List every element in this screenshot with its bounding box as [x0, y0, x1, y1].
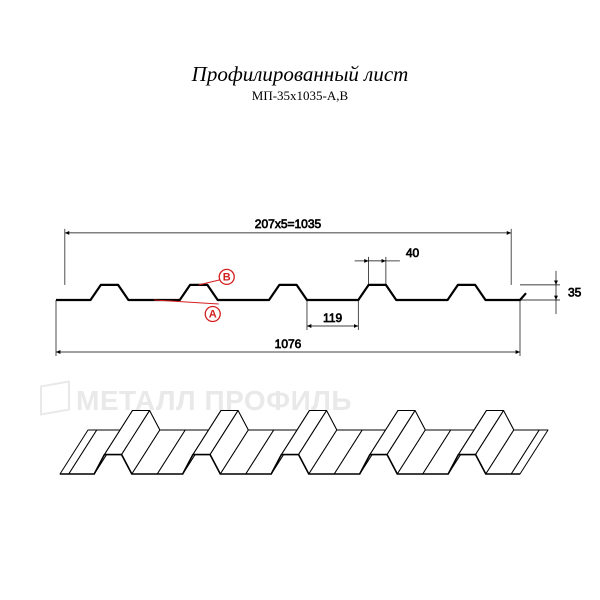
svg-text:207x5=1035: 207x5=1035	[255, 217, 322, 231]
isometric-view	[60, 411, 548, 474]
svg-text:35: 35	[568, 285, 582, 299]
callouts: BA	[154, 269, 234, 321]
svg-text:A: A	[209, 309, 217, 321]
svg-text:B: B	[223, 271, 231, 283]
cross-section	[56, 285, 526, 300]
dimensions: 207x5=1035 40 119 1076 35	[56, 217, 582, 356]
svg-text:119: 119	[323, 311, 342, 325]
diagram-svg: 207x5=103540119107635 BA	[0, 0, 600, 600]
svg-text:1076: 1076	[275, 337, 302, 351]
svg-text:40: 40	[406, 246, 420, 260]
